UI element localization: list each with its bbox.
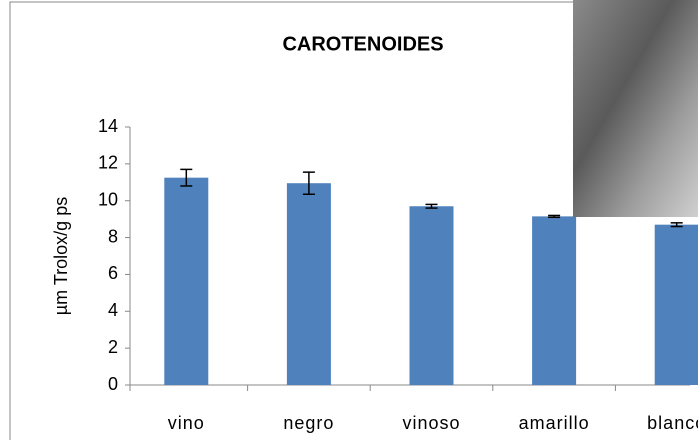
x-tick-label: vino (168, 413, 205, 433)
bar (164, 178, 208, 385)
bar (532, 216, 576, 385)
y-axis-label: µm Trolox/g ps (51, 197, 71, 315)
x-tick-label: amarillo (519, 413, 590, 433)
y-tick-label: 14 (98, 116, 118, 136)
y-tick-label: 0 (108, 374, 118, 394)
y-tick-label: 12 (98, 153, 118, 173)
y-tick-label: 6 (108, 263, 118, 283)
chart: CAROTENOIDES µm Trolox/g ps 0 2 4 6 8 10 12 14 v… (0, 0, 698, 440)
x-tick-label: negro (283, 413, 334, 433)
bar (410, 206, 454, 385)
x-tick-label: vinoso (402, 413, 460, 433)
y-tick-label: 4 (108, 300, 118, 320)
y-tick-label: 10 (98, 189, 118, 209)
x-tick-label: blanco (647, 413, 698, 433)
chart-title: CAROTENOIDES (282, 33, 443, 55)
page: CAROTENOIDES µm Trolox/g ps 0 2 4 6 8 10 12 14 v… (0, 0, 698, 440)
photo (573, 0, 698, 217)
y-tick-label: 8 (108, 226, 118, 246)
bar (287, 183, 331, 385)
bar (655, 225, 698, 385)
y-tick-label: 2 (108, 337, 118, 357)
